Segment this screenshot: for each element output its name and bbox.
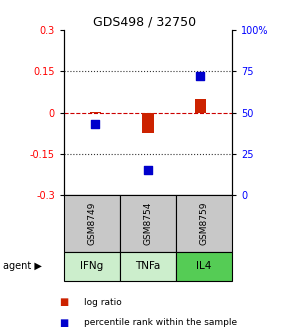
Text: ■: ■ — [59, 297, 68, 307]
Bar — [195, 99, 206, 113]
Text: TNFa: TNFa — [135, 261, 161, 271]
Text: GDS498 / 32750: GDS498 / 32750 — [93, 15, 197, 28]
Text: GSM8754: GSM8754 — [143, 202, 153, 245]
Point — [93, 121, 98, 127]
Text: agent ▶: agent ▶ — [3, 261, 42, 271]
Bar — [90, 112, 101, 113]
Point — [146, 168, 150, 173]
Text: ■: ■ — [59, 318, 68, 328]
Text: IL4: IL4 — [196, 261, 212, 271]
Bar — [142, 113, 154, 133]
Text: percentile rank within the sample: percentile rank within the sample — [84, 318, 237, 327]
Text: IFNg: IFNg — [80, 261, 104, 271]
Point — [198, 74, 203, 79]
Text: log ratio: log ratio — [84, 298, 122, 307]
Text: GSM8759: GSM8759 — [200, 202, 209, 245]
Text: GSM8749: GSM8749 — [87, 202, 96, 245]
